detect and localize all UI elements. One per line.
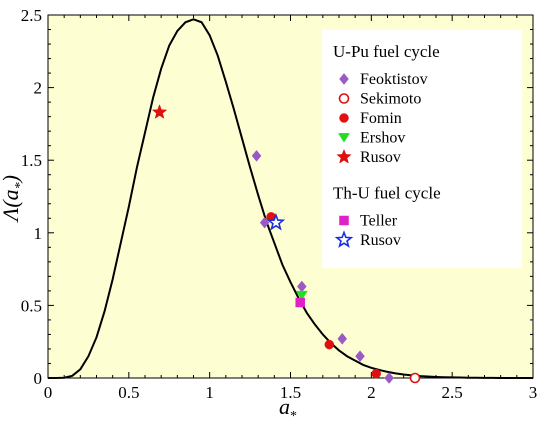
x-tick-label: 3 xyxy=(529,383,538,402)
tick-marks xyxy=(47,14,534,379)
legend-label-feoktistov: Feoktistov xyxy=(360,71,428,88)
y-tick-label: 2.5 xyxy=(21,6,42,25)
y-tick-label: 0.5 xyxy=(21,296,42,315)
legend-label-ershov: Ershov xyxy=(360,130,405,147)
data-point-rusov xyxy=(266,212,286,231)
x-tick-label: 2 xyxy=(367,383,376,402)
x-tick-label: 2.5 xyxy=(442,383,463,402)
y-tick-label: 0 xyxy=(34,369,43,388)
data-point-feoktistov xyxy=(337,332,348,345)
y-tick-label: 2 xyxy=(34,79,43,98)
data-point-sekimoto xyxy=(409,372,421,384)
y-axis-title-suffix: ) xyxy=(0,175,23,184)
legend-group-title: U-Pu fuel cycle xyxy=(333,42,440,61)
x-tick-label: 0 xyxy=(44,383,53,402)
legend-marker-teller xyxy=(339,215,349,226)
data-points xyxy=(151,104,421,384)
data-point-feoktistov xyxy=(259,216,270,229)
data-point-fomin xyxy=(371,368,381,379)
y-axis-title-sub: * xyxy=(13,182,28,189)
legend-label-sekimoto: Sekimoto xyxy=(360,91,421,108)
lambda-curve xyxy=(48,18,533,379)
legend-label-rusov: Rusov xyxy=(360,232,401,249)
legend-marker-feoktistov xyxy=(339,73,349,85)
legend-marker-rusov xyxy=(336,148,352,164)
data-point-teller xyxy=(295,297,305,308)
y-tick-labels: 0 0.5 1 1.5 2 2.5 xyxy=(21,6,42,388)
y-axis-title-prefix: Λ( xyxy=(0,199,23,223)
legend-label-fomin: Fomin xyxy=(360,110,402,127)
x-tick-label: 0.5 xyxy=(118,383,139,402)
x-axis-title-sub: * xyxy=(290,409,297,423)
data-point-feoktistov xyxy=(384,372,394,384)
y-tick-label: 1 xyxy=(34,224,43,243)
legend-label-rusov: Rusov xyxy=(360,149,401,166)
data-point-fomin xyxy=(324,339,335,350)
legend: U-Pu fuel cycle Feoktistov Sekimoto Fomin Er… xyxy=(322,30,522,268)
legend-marker-rusov xyxy=(334,230,354,248)
x-tick-label: 1.5 xyxy=(280,383,301,402)
legend-marker-ershov xyxy=(338,133,350,143)
x-tick-labels: 0 0.5 1 1.5 2 2.5 3 xyxy=(44,383,538,402)
legend-marker-fomin xyxy=(339,113,349,123)
y-axis-title-var: a xyxy=(0,189,23,200)
x-axis-title: a* xyxy=(279,394,297,423)
legend-marker-sekimoto xyxy=(338,93,350,104)
y-axis-title: Λ(a*) xyxy=(0,175,28,223)
legend-group-title: Th-U fuel cycle xyxy=(333,184,441,203)
legend-box xyxy=(322,30,522,268)
data-point-feoktistov xyxy=(355,350,365,363)
legend-label-teller: Teller xyxy=(360,213,398,230)
x-tick-label: 1 xyxy=(205,383,214,402)
y-tick-label: 1.5 xyxy=(21,151,42,170)
x-axis-title-base: a xyxy=(279,394,290,419)
data-point-rusov xyxy=(151,104,168,119)
data-point-ershov xyxy=(295,290,308,301)
data-point-feoktistov xyxy=(251,149,262,162)
